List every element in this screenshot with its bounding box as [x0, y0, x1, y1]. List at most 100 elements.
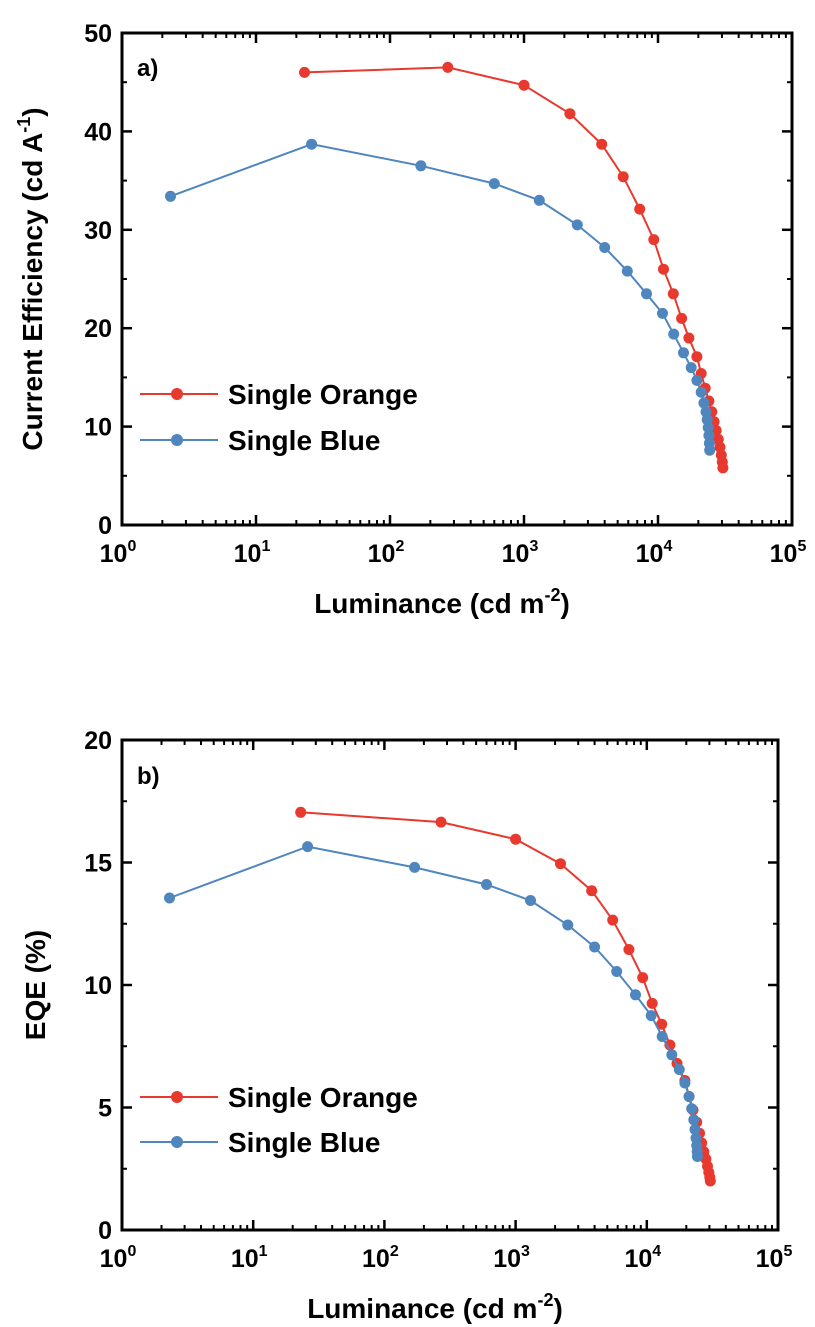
- data-point-single-blue: [688, 1114, 700, 1126]
- data-point-single-blue: [589, 941, 601, 953]
- data-point-single-orange: [683, 332, 695, 344]
- x-tick-label: 101: [231, 1243, 268, 1273]
- data-point-single-blue: [678, 347, 689, 359]
- data-point-single-orange: [586, 885, 598, 897]
- data-point-single-blue: [657, 307, 668, 319]
- data-point-single-blue: [689, 1124, 701, 1135]
- panel-label: a): [137, 55, 158, 82]
- data-point-single-orange: [704, 1175, 716, 1187]
- data-point-single-blue: [409, 861, 421, 873]
- data-point-single-orange: [691, 351, 703, 363]
- y-tick-label: 30: [84, 217, 112, 245]
- plot-frame: [120, 738, 780, 1232]
- legend-label: Single Blue: [228, 1127, 380, 1158]
- x-tick-label: 103: [493, 1243, 530, 1273]
- y-tick-label: 20: [84, 727, 112, 755]
- data-point-single-blue: [704, 444, 716, 456]
- legend-marker: [171, 1136, 183, 1148]
- data-point-single-blue: [691, 374, 703, 386]
- data-point-single-orange: [295, 806, 307, 818]
- data-point-single-blue: [702, 422, 714, 434]
- y-tick-label: 5: [98, 1095, 112, 1123]
- data-point-single-blue: [165, 190, 176, 202]
- x-tick-label: 104: [624, 1243, 661, 1273]
- data-point-single-blue: [571, 219, 583, 231]
- x-tick-label: 101: [234, 538, 271, 568]
- data-point-single-blue: [533, 194, 545, 206]
- panel-a-current-efficiency-chart: 100 101 102 103 104 105 0 10 20 30 40 50 Luminance (…: [14, 20, 806, 619]
- data-point-single-blue: [611, 966, 623, 977]
- y-tick-label: 10: [84, 414, 112, 442]
- data-point-single-blue: [525, 895, 536, 906]
- data-point-single-orange: [656, 1018, 668, 1030]
- y-axis-title: EQE (%): [20, 930, 51, 1040]
- data-point-single-blue: [698, 397, 710, 409]
- data-point-single-blue: [679, 1077, 691, 1089]
- y-tick-label: 20: [84, 315, 112, 343]
- legend-marker: [171, 388, 183, 400]
- x-axis-title: Luminance (cd m-2): [307, 1290, 563, 1324]
- data-point-single-blue: [621, 265, 633, 277]
- data-point-single-orange: [667, 288, 679, 300]
- data-point-single-orange: [442, 61, 454, 73]
- data-point-single-blue: [656, 1031, 668, 1042]
- data-point-single-orange: [435, 816, 447, 828]
- data-point-single-blue: [703, 430, 715, 441]
- data-point-single-blue: [481, 879, 492, 890]
- legend-label: Single Orange: [228, 379, 418, 410]
- data-point-single-blue: [668, 328, 680, 340]
- data-point-single-orange: [658, 263, 669, 275]
- y-tick-label: 0: [98, 512, 112, 540]
- data-point-single-blue: [695, 386, 707, 398]
- data-point-single-blue: [415, 160, 427, 172]
- series-line-single-orange: [300, 811, 712, 1182]
- x-tick-label: 105: [756, 1243, 793, 1273]
- data-point-single-blue: [666, 1049, 678, 1061]
- data-point-single-blue: [488, 178, 500, 190]
- data-point-single-blue: [686, 1103, 698, 1115]
- x-tick-label: 102: [362, 1243, 399, 1273]
- data-point-single-blue: [673, 1064, 685, 1075]
- data-point-single-orange: [637, 972, 649, 984]
- y-tick-label: 15: [84, 850, 112, 878]
- panel-b-eqe-chart: 100 101 102 103 104 105 0 5 10 15 20 Luminance (cd …: [20, 727, 792, 1324]
- data-point-single-blue: [302, 841, 314, 853]
- data-point-single-orange: [648, 234, 660, 246]
- data-point-single-blue: [683, 1091, 695, 1102]
- data-point-single-blue: [691, 1151, 703, 1162]
- data-point-single-blue: [645, 1010, 657, 1022]
- y-tick-label: 10: [84, 972, 112, 1000]
- x-tick-label: 104: [636, 538, 673, 568]
- x-axis-title: Luminance (cd m-2): [314, 585, 570, 619]
- data-point-single-blue: [599, 242, 611, 253]
- data-point-single-orange: [607, 914, 619, 926]
- x-tick-label: 103: [502, 538, 539, 568]
- plot-frame: [120, 31, 794, 527]
- x-tick-label: 100: [100, 538, 137, 568]
- y-axis-title: Current Efficiency (cd A-1): [14, 107, 48, 450]
- data-point-single-orange: [676, 312, 688, 324]
- data-point-single-blue: [685, 362, 697, 374]
- data-point-single-orange: [717, 462, 729, 474]
- panel-label: b): [137, 763, 160, 790]
- legend-marker: [171, 1091, 183, 1103]
- data-point-single-orange: [510, 833, 522, 845]
- y-tick-label: 0: [98, 1217, 112, 1245]
- data-point-single-orange: [596, 138, 608, 150]
- data-point-single-orange: [634, 203, 646, 215]
- data-point-single-orange: [623, 944, 635, 955]
- data-point-single-blue: [306, 138, 318, 150]
- x-tick-label: 100: [100, 1243, 137, 1273]
- legend-marker: [171, 434, 183, 446]
- data-point-single-blue: [630, 989, 641, 1001]
- x-tick-label: 102: [368, 538, 405, 568]
- x-tick-label: 105: [770, 538, 807, 568]
- data-point-single-orange: [646, 997, 658, 1009]
- data-point-single-blue: [164, 892, 175, 904]
- data-point-single-blue: [562, 919, 574, 931]
- y-tick-label: 40: [84, 118, 112, 146]
- y-tick-label: 50: [84, 20, 112, 48]
- data-point-single-orange: [564, 108, 576, 120]
- data-point-single-blue: [641, 288, 652, 300]
